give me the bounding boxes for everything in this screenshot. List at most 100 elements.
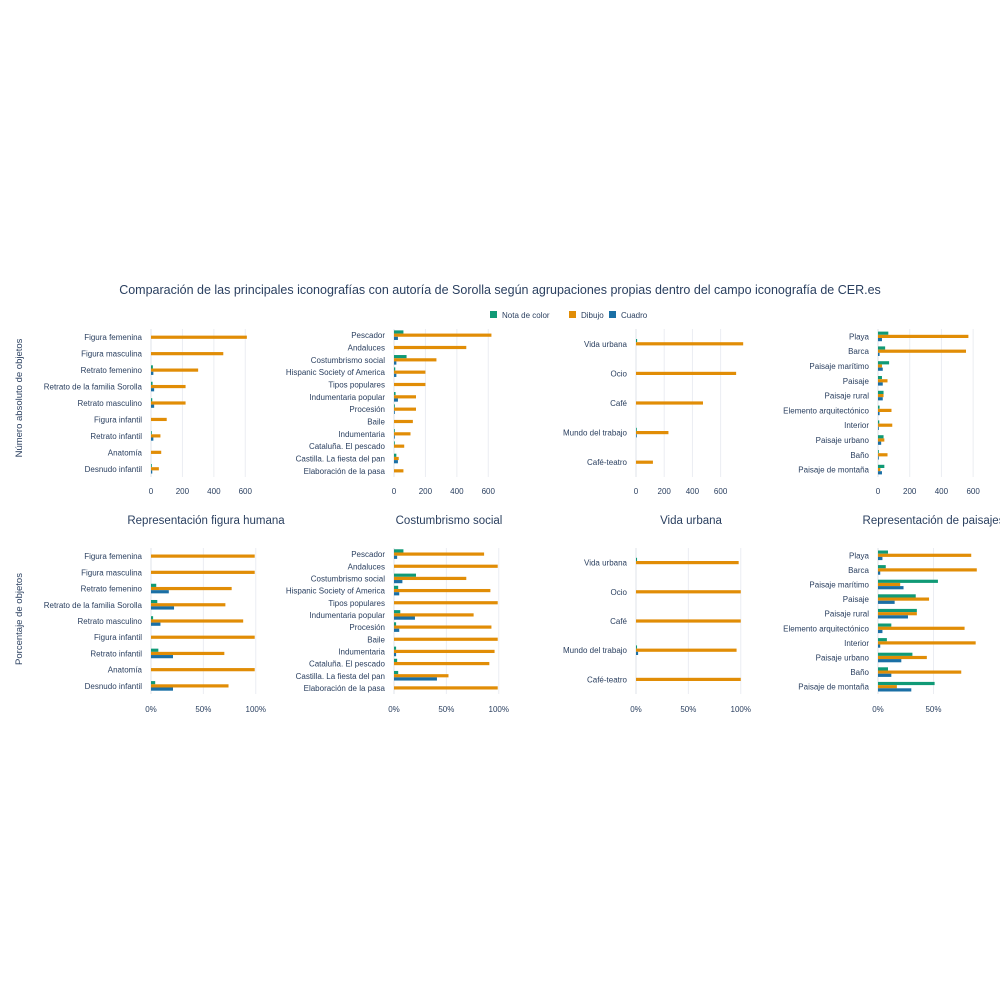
bar-cuadro[interactable] — [394, 361, 397, 365]
bar-dibujo[interactable] — [394, 552, 485, 556]
bar-dibujo[interactable] — [151, 434, 161, 438]
bar-dibujo[interactable] — [394, 686, 498, 690]
bar-dibujo[interactable] — [878, 582, 901, 587]
bar-dibujo[interactable] — [636, 590, 741, 594]
bar-nota-de-color[interactable] — [394, 441, 395, 445]
bar-dibujo[interactable] — [636, 561, 739, 565]
bar-dibujo[interactable] — [394, 419, 413, 424]
bar-nota-de-color[interactable] — [394, 646, 397, 650]
bar-nota-de-color[interactable] — [878, 608, 917, 613]
bar-cuadro[interactable] — [394, 336, 398, 340]
bar-dibujo[interactable] — [394, 674, 449, 678]
bar-dibujo[interactable] — [878, 334, 969, 338]
bar-dibujo[interactable] — [151, 570, 255, 574]
bar-dibujo[interactable] — [878, 597, 930, 601]
bar-nota-de-color[interactable] — [878, 331, 889, 335]
bar-dibujo[interactable] — [151, 467, 159, 471]
bar-nota-de-color[interactable] — [394, 573, 416, 577]
bar-nota-de-color[interactable] — [394, 392, 396, 396]
bar-dibujo[interactable] — [394, 358, 437, 362]
bar-nota-de-color[interactable] — [394, 658, 398, 662]
bar-cuadro[interactable] — [878, 367, 883, 371]
bar-dibujo[interactable] — [394, 395, 416, 399]
bar-nota-de-color[interactable] — [878, 435, 884, 439]
bar-nota-de-color[interactable] — [878, 550, 888, 554]
bar-nota-de-color[interactable] — [878, 390, 884, 394]
bar-dibujo[interactable] — [878, 423, 893, 427]
bar-dibujo[interactable] — [151, 417, 167, 422]
bar-dibujo[interactable] — [878, 641, 976, 645]
bar-nota-de-color[interactable] — [878, 652, 913, 656]
bar-dibujo[interactable] — [151, 635, 255, 639]
bar-dibujo[interactable] — [394, 564, 498, 568]
bar-cuadro[interactable] — [394, 373, 397, 377]
bar-nota-de-color[interactable] — [878, 464, 885, 468]
bar-dibujo[interactable] — [878, 568, 977, 572]
bar-cuadro[interactable] — [151, 590, 169, 594]
bar-nota-de-color[interactable] — [151, 365, 153, 369]
bar-cuadro[interactable] — [151, 687, 173, 691]
legend[interactable]: Nota de color Dibujo Cuadro — [490, 311, 648, 320]
bar-dibujo[interactable] — [394, 613, 474, 617]
bar-nota-de-color[interactable] — [878, 667, 888, 671]
bar-nota-de-color[interactable] — [878, 579, 938, 583]
bar-dibujo[interactable] — [878, 626, 965, 630]
bar-dibujo[interactable] — [394, 382, 426, 387]
bar-dibujo[interactable] — [394, 469, 404, 473]
bar-dibujo[interactable] — [394, 601, 498, 605]
bar-cuadro[interactable] — [151, 371, 154, 375]
bar-dibujo[interactable] — [151, 335, 247, 339]
bar-dibujo[interactable] — [636, 342, 744, 346]
bar-dibujo[interactable] — [878, 394, 884, 398]
bar-dibujo[interactable] — [151, 352, 224, 356]
bar-cuadro[interactable] — [878, 673, 892, 677]
bar-dibujo[interactable] — [878, 364, 882, 368]
bar-nota-de-color[interactable] — [636, 339, 638, 343]
bar-cuadro[interactable] — [878, 615, 908, 619]
bar-dibujo[interactable] — [394, 333, 492, 337]
bar-cuadro[interactable] — [394, 460, 398, 464]
bar-dibujo[interactable] — [636, 371, 737, 375]
bar-cuadro[interactable] — [151, 622, 161, 626]
bar-cuadro[interactable] — [151, 470, 153, 474]
bar-cuadro[interactable] — [878, 412, 880, 416]
bar-nota-de-color[interactable] — [394, 367, 396, 371]
bar-dibujo[interactable] — [394, 370, 426, 374]
bar-cuadro[interactable] — [878, 352, 880, 356]
bar-nota-de-color[interactable] — [394, 610, 401, 614]
bar-nota-de-color[interactable] — [394, 429, 395, 433]
bar-nota-de-color[interactable] — [878, 623, 892, 627]
bar-nota-de-color[interactable] — [151, 431, 152, 435]
bar-cuadro[interactable] — [151, 606, 175, 610]
bar-cuadro[interactable] — [878, 556, 883, 561]
legend-item-dibujo[interactable]: Dibujo — [569, 311, 604, 320]
bar-dibujo[interactable] — [151, 554, 255, 558]
bar-dibujo[interactable] — [394, 649, 495, 654]
bar-dibujo[interactable] — [394, 407, 416, 411]
bar-dibujo[interactable] — [151, 384, 186, 389]
bar-nota-de-color[interactable] — [878, 450, 879, 454]
bar-nota-de-color[interactable] — [394, 404, 395, 408]
bar-nota-de-color[interactable] — [878, 638, 887, 642]
bar-nota-de-color[interactable] — [151, 583, 157, 587]
bar-nota-de-color[interactable] — [151, 381, 153, 385]
bar-nota-de-color[interactable] — [878, 376, 882, 380]
bar-nota-de-color[interactable] — [394, 585, 399, 589]
bar-cuadro[interactable] — [878, 382, 883, 386]
bar-cuadro[interactable] — [394, 398, 398, 402]
bar-dibujo[interactable] — [394, 637, 498, 641]
bar-nota-de-color[interactable] — [151, 648, 159, 652]
bar-dibujo[interactable] — [878, 438, 885, 442]
bar-cuadro[interactable] — [151, 388, 155, 392]
bar-nota-de-color[interactable] — [151, 398, 153, 402]
bar-cuadro[interactable] — [878, 397, 883, 401]
bar-cuadro[interactable] — [878, 659, 902, 663]
bar-cuadro[interactable] — [878, 456, 879, 460]
bar-dibujo[interactable] — [878, 453, 888, 457]
bar-cuadro[interactable] — [394, 580, 403, 584]
bar-cuadro[interactable] — [878, 688, 912, 692]
bar-nota-de-color[interactable] — [394, 355, 407, 359]
bar-dibujo[interactable] — [394, 444, 405, 448]
bar-cuadro[interactable] — [878, 586, 904, 590]
bar-dibujo[interactable] — [636, 431, 669, 435]
